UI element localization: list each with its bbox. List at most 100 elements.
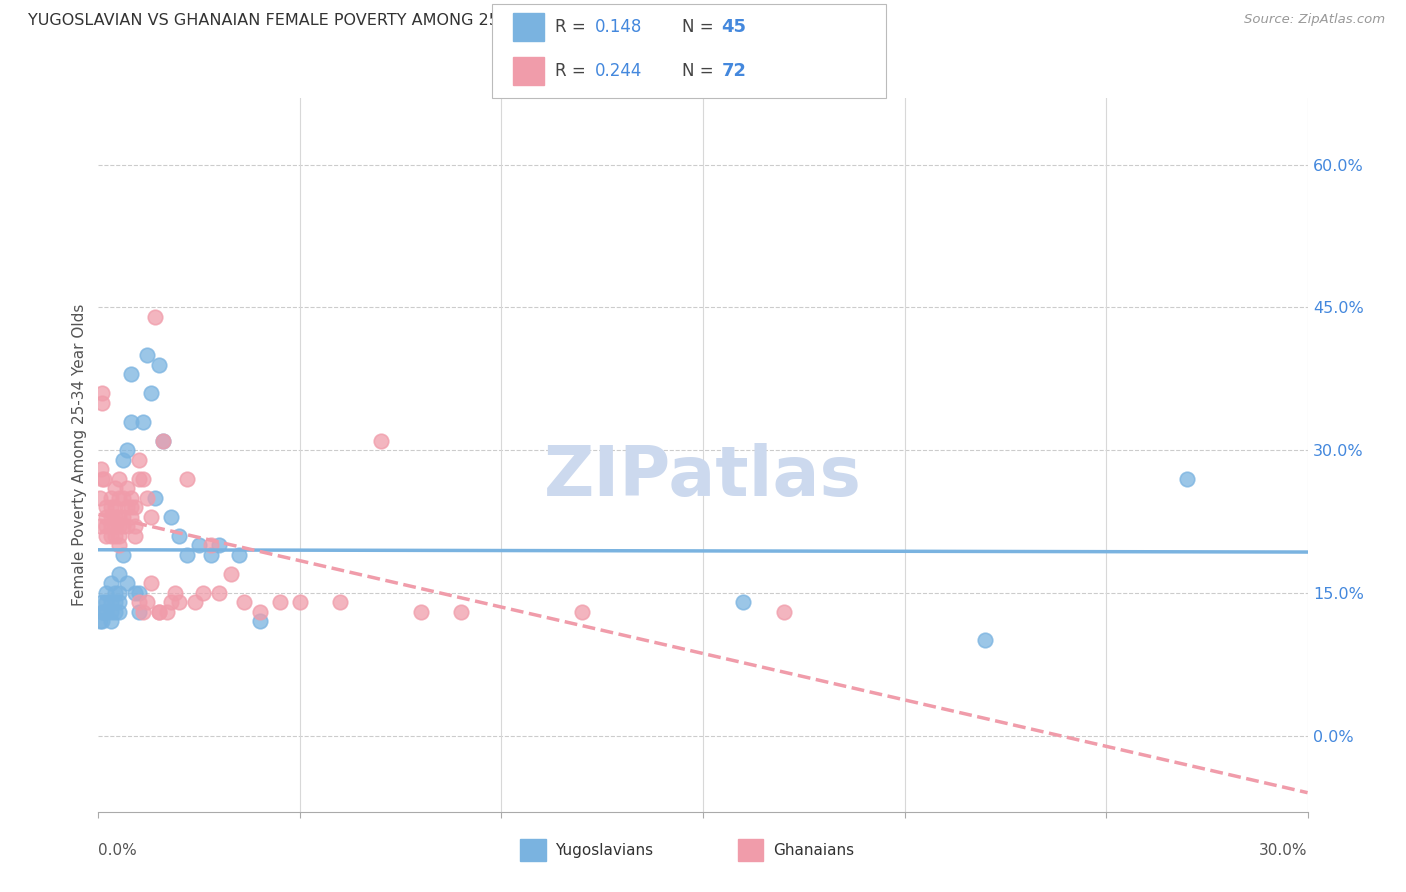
Point	[107, 605, 129, 619]
Point	[152, 434, 174, 448]
Point	[90, 462, 112, 476]
Point	[124, 519, 146, 533]
Point	[120, 415, 142, 429]
Text: 45: 45	[721, 18, 747, 36]
Point	[148, 605, 170, 619]
Point	[167, 529, 190, 543]
Point	[107, 595, 129, 609]
Point	[288, 595, 311, 609]
Point	[135, 348, 157, 362]
Point	[107, 472, 129, 486]
Point	[107, 586, 129, 600]
Point	[329, 595, 352, 609]
Text: Yugoslavians: Yugoslavians	[555, 843, 654, 857]
Point	[103, 509, 125, 524]
Point	[163, 586, 186, 600]
Point	[135, 595, 157, 609]
Point	[96, 519, 118, 533]
Point	[143, 491, 166, 505]
Point	[160, 595, 183, 609]
Point	[135, 491, 157, 505]
Point	[96, 586, 118, 600]
Point	[103, 500, 125, 515]
Point	[200, 538, 222, 552]
Text: 30.0%: 30.0%	[1260, 843, 1308, 858]
Point	[176, 548, 198, 562]
Point	[103, 586, 125, 600]
Text: 72: 72	[721, 62, 747, 80]
Point	[91, 472, 114, 486]
Point	[148, 605, 170, 619]
Point	[148, 358, 170, 372]
Point	[103, 519, 125, 533]
Point	[107, 566, 129, 581]
Point	[124, 500, 146, 515]
Point	[91, 395, 114, 409]
Text: Ghanaians: Ghanaians	[773, 843, 855, 857]
Point	[128, 472, 150, 486]
Point	[96, 500, 118, 515]
Point	[111, 519, 134, 533]
Point	[160, 509, 183, 524]
Point	[111, 452, 134, 467]
Point	[100, 576, 122, 591]
Text: R =: R =	[555, 18, 592, 36]
Point	[96, 605, 118, 619]
Point	[132, 605, 155, 619]
Point	[100, 509, 122, 524]
Point	[974, 633, 997, 648]
Point	[188, 538, 211, 552]
Point	[111, 509, 134, 524]
Point	[89, 491, 111, 505]
Point	[120, 491, 142, 505]
Point	[111, 491, 134, 505]
Point	[571, 605, 593, 619]
Point	[93, 472, 115, 486]
Point	[103, 595, 125, 609]
Point	[91, 386, 114, 401]
Point	[221, 566, 243, 581]
Point	[91, 615, 114, 629]
Text: Source: ZipAtlas.com: Source: ZipAtlas.com	[1244, 13, 1385, 27]
Point	[269, 595, 291, 609]
Point	[100, 519, 122, 533]
Point	[208, 538, 231, 552]
Point	[228, 548, 250, 562]
Point	[100, 605, 122, 619]
Point	[100, 529, 122, 543]
Point	[107, 491, 129, 505]
Point	[93, 605, 115, 619]
Point	[100, 615, 122, 629]
Point	[120, 367, 142, 381]
Text: R =: R =	[555, 62, 592, 80]
Point	[120, 509, 142, 524]
Point	[89, 519, 111, 533]
Point	[139, 576, 162, 591]
Point	[450, 605, 472, 619]
Point	[107, 538, 129, 552]
Point	[120, 500, 142, 515]
Point	[128, 605, 150, 619]
Point	[208, 586, 231, 600]
Point	[89, 615, 111, 629]
Point	[107, 529, 129, 543]
Text: 0.148: 0.148	[595, 18, 643, 36]
Point	[1175, 472, 1198, 486]
Point	[124, 586, 146, 600]
Point	[132, 472, 155, 486]
Point	[96, 595, 118, 609]
Point	[152, 434, 174, 448]
Point	[96, 529, 118, 543]
Point	[156, 605, 179, 619]
Point	[128, 586, 150, 600]
Point	[139, 386, 162, 401]
Point	[100, 500, 122, 515]
Point	[103, 481, 125, 495]
Point	[115, 519, 138, 533]
Point	[249, 605, 271, 619]
Point	[103, 605, 125, 619]
Point	[107, 519, 129, 533]
Y-axis label: Female Poverty Among 25-34 Year Olds: Female Poverty Among 25-34 Year Olds	[72, 304, 87, 606]
Point	[232, 595, 254, 609]
Point	[124, 529, 146, 543]
